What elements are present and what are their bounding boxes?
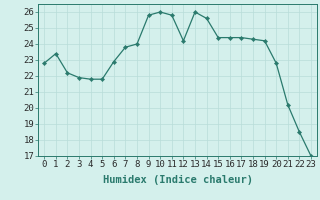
X-axis label: Humidex (Indice chaleur): Humidex (Indice chaleur) [103,175,252,185]
